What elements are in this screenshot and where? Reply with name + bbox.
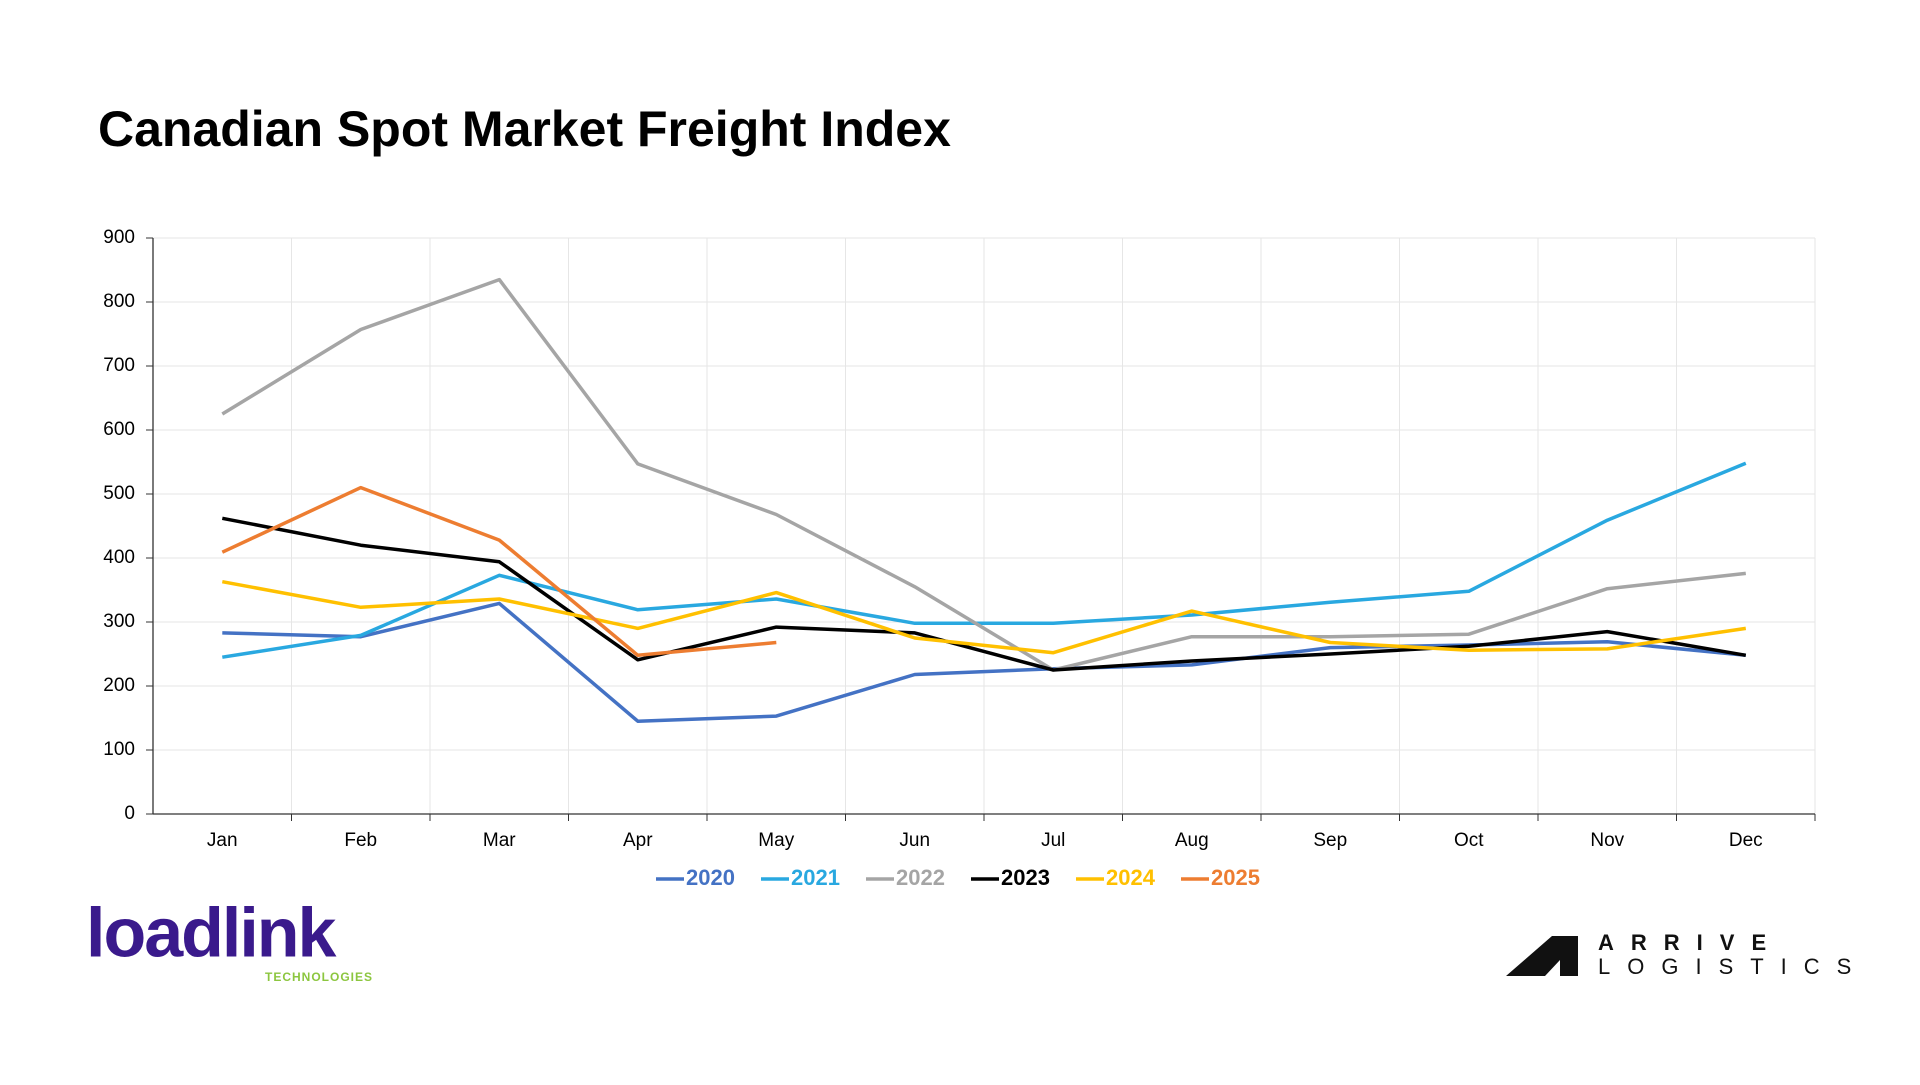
legend-label: 2025 xyxy=(1211,865,1260,890)
loadlink-sub: TECHNOLOGIES xyxy=(265,970,373,984)
x-tick-label: Apr xyxy=(623,830,653,851)
x-tick-label: Sep xyxy=(1313,830,1347,851)
series-line xyxy=(221,277,1746,672)
x-tick-label: Oct xyxy=(1454,830,1484,851)
arrive-bottom: LOGISTICS xyxy=(1598,954,1868,979)
x-tick-label: Dec xyxy=(1729,830,1763,851)
series-line xyxy=(221,516,1747,672)
y-tick-label: 500 xyxy=(103,483,135,504)
legend-label: 2022 xyxy=(896,865,945,890)
y-tick-label: 100 xyxy=(103,739,135,760)
y-tick-label: 900 xyxy=(103,227,135,248)
series-line xyxy=(221,579,1747,655)
arrive-top: ARRIVE xyxy=(1598,930,1783,955)
y-tick-label: 800 xyxy=(103,291,135,312)
x-tick-label: Mar xyxy=(483,830,516,851)
x-tick-label: Jul xyxy=(1041,830,1065,851)
y-tick-label: 300 xyxy=(103,611,135,632)
x-tick-label: Nov xyxy=(1590,830,1624,851)
y-tick-label: 200 xyxy=(103,675,135,696)
x-tick-label: May xyxy=(758,830,794,851)
y-tick-label: 600 xyxy=(103,419,135,440)
x-tick-label: Jun xyxy=(899,830,930,851)
arrive-icon xyxy=(1506,936,1578,976)
x-tick-label: Aug xyxy=(1175,830,1209,851)
legend-label: 2024 xyxy=(1106,865,1156,890)
legend-label: 2020 xyxy=(686,865,735,890)
y-tick-label: 400 xyxy=(103,547,135,568)
x-tick-label: Jan xyxy=(207,830,238,851)
series-line xyxy=(222,461,1747,659)
x-tick-label: Feb xyxy=(344,830,377,851)
chart-title: Canadian Spot Market Freight Index xyxy=(98,101,951,157)
series-line xyxy=(221,485,777,658)
legend-label: 2021 xyxy=(791,865,840,890)
y-tick-label: 700 xyxy=(103,355,135,376)
loadlink-logo: loadlink xyxy=(86,893,337,971)
legend-label: 2023 xyxy=(1001,865,1050,890)
y-tick-label: 0 xyxy=(124,803,135,824)
